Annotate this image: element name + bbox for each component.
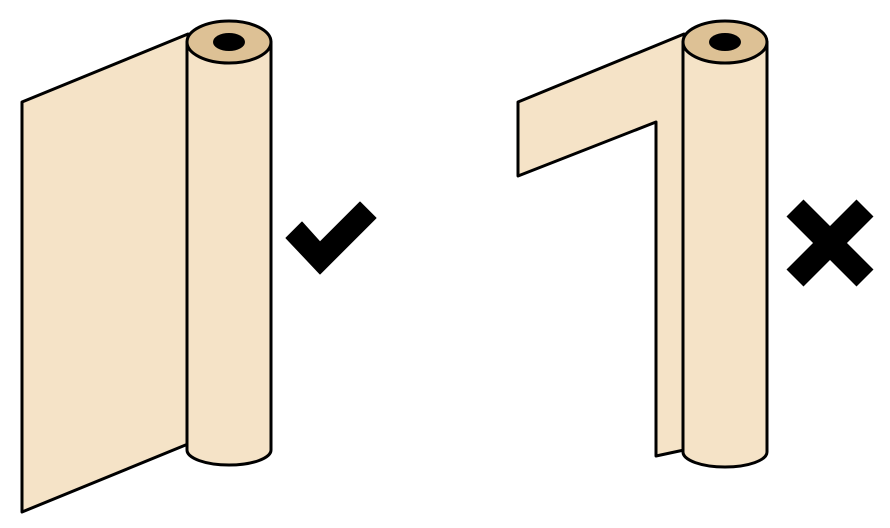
roll-body <box>185 40 273 467</box>
cross-mark-icon <box>786 199 874 287</box>
unrolled-sheet-strip <box>516 32 686 458</box>
roll-body <box>681 40 769 469</box>
correct-roll-group <box>20 19 377 514</box>
unrolled-sheet-full <box>20 32 190 514</box>
check-mark-icon <box>285 201 377 275</box>
roll-core-hole <box>213 33 245 51</box>
roll-core-hole <box>709 33 741 51</box>
incorrect-roll-group <box>516 19 874 469</box>
